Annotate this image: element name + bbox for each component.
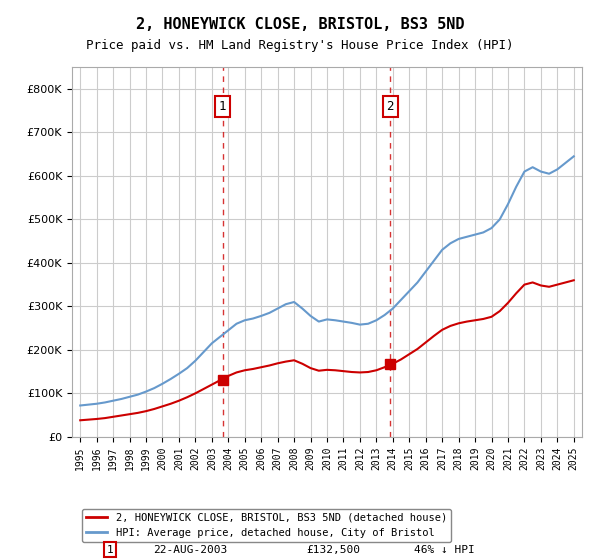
Text: £132,500: £132,500	[307, 544, 361, 554]
Legend: 2, HONEYWICK CLOSE, BRISTOL, BS3 5ND (detached house), HPI: Average price, detac: 2, HONEYWICK CLOSE, BRISTOL, BS3 5ND (de…	[82, 508, 451, 542]
Text: 22-AUG-2003: 22-AUG-2003	[154, 544, 228, 554]
Text: 1: 1	[107, 544, 113, 554]
Text: 2: 2	[386, 100, 394, 113]
Text: 1: 1	[219, 100, 226, 113]
Text: 2, HONEYWICK CLOSE, BRISTOL, BS3 5ND: 2, HONEYWICK CLOSE, BRISTOL, BS3 5ND	[136, 17, 464, 32]
Text: 46% ↓ HPI: 46% ↓ HPI	[414, 544, 475, 554]
Text: Price paid vs. HM Land Registry's House Price Index (HPI): Price paid vs. HM Land Registry's House …	[86, 39, 514, 52]
